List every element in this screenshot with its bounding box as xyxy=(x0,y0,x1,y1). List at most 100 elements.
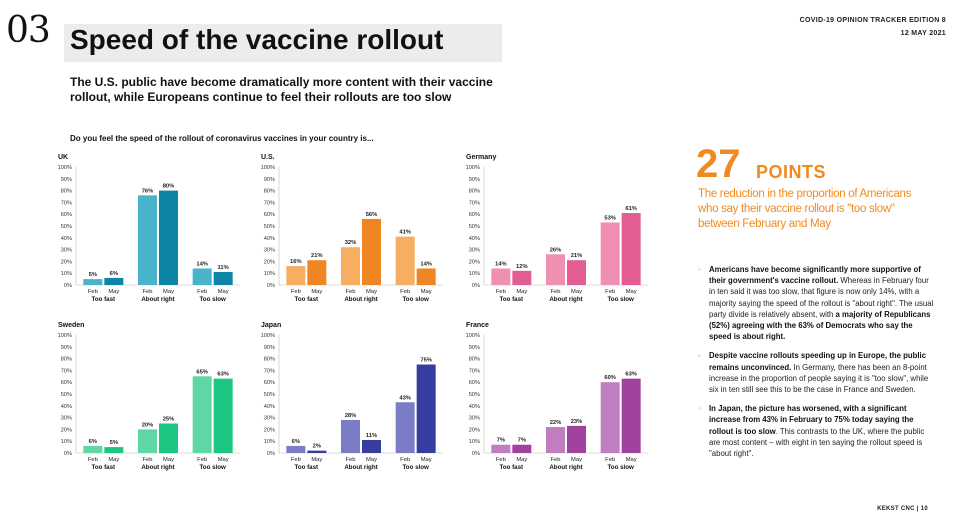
chart-svg: 0% 10% 20% 30% 40% 50% 60% 70% 80% 90% 100% 6% Feb 2%… xyxy=(261,333,443,471)
x-subtick-label: Feb xyxy=(400,289,410,295)
y-tick-label: 80% xyxy=(61,357,72,363)
bar xyxy=(491,444,511,453)
subtitle: The U.S. public have become dramatically… xyxy=(70,75,493,104)
y-tick-label: 30% xyxy=(264,416,275,422)
y-tick-label: 60% xyxy=(264,380,275,386)
data-label: 11% xyxy=(366,433,377,439)
y-tick-label: 30% xyxy=(469,248,480,254)
data-label: 14% xyxy=(420,261,432,267)
y-tick-label: 30% xyxy=(61,416,72,422)
data-label: 63% xyxy=(217,372,229,378)
y-tick-label: 90% xyxy=(469,177,480,183)
y-tick-label: 100% xyxy=(466,165,480,171)
x-subtick-label: May xyxy=(311,289,322,295)
finding-bold: In Japan, the picture has worsened, with… xyxy=(709,404,914,436)
page-number: 03 xyxy=(6,10,51,51)
x-subtick-label: Feb xyxy=(291,457,301,463)
x-subtick-label: May xyxy=(626,289,637,295)
data-label: 5% xyxy=(89,272,97,278)
y-tick-label: 100% xyxy=(261,333,275,339)
bar xyxy=(307,260,327,285)
x-subtick-label: May xyxy=(218,457,229,463)
bar xyxy=(192,376,212,453)
y-tick-label: 40% xyxy=(264,236,275,242)
y-tick-label: 100% xyxy=(58,165,72,171)
bar xyxy=(395,402,415,453)
bar xyxy=(286,445,306,453)
data-label: 43% xyxy=(399,395,411,401)
chart-svg: 0% 10% 20% 30% 40% 50% 60% 70% 80% 90% 100% 5% Feb 6%… xyxy=(58,165,240,303)
x-subtick-label: Feb xyxy=(88,457,98,463)
y-tick-label: 70% xyxy=(469,200,480,206)
data-label: 2% xyxy=(313,444,321,450)
highlight-unit: POINTS xyxy=(756,162,827,182)
data-label: 7% xyxy=(497,438,505,444)
y-tick-label: 10% xyxy=(469,271,480,277)
x-subtick-label: Feb xyxy=(496,457,506,463)
chart-title: Sweden xyxy=(58,322,85,329)
category-label: Too slow xyxy=(402,464,429,471)
y-tick-label: 30% xyxy=(469,416,480,422)
y-tick-label: 0% xyxy=(472,451,480,457)
bar xyxy=(213,378,233,453)
highlight-number: 27 xyxy=(696,142,741,186)
finding-text: Whereas in February four in ten said it … xyxy=(709,276,934,319)
category-label: About right xyxy=(549,296,582,303)
y-tick-label: 80% xyxy=(469,189,480,195)
y-tick-label: 50% xyxy=(264,224,275,230)
bar xyxy=(600,382,620,453)
data-label: 22% xyxy=(550,420,562,426)
y-tick-label: 50% xyxy=(264,392,275,398)
x-subtick-label: Feb xyxy=(197,457,207,463)
data-label: 23% xyxy=(571,419,583,425)
x-subtick-label: May xyxy=(626,457,637,463)
x-subtick-label: May xyxy=(571,457,582,463)
bar xyxy=(362,440,381,453)
chart-sweden: Sweden 0% 10% 20% 30% 40% 50% 60% 70% 80% 90% 100% 6… xyxy=(42,322,242,492)
x-subtick-label: May xyxy=(218,289,229,295)
bar xyxy=(621,378,641,453)
highlight-caption: The reduction in the proportion of Ameri… xyxy=(698,188,912,230)
finding-item: In Japan, the picture has worsened, with… xyxy=(698,403,934,459)
y-tick-label: 30% xyxy=(264,248,275,254)
y-tick-label: 40% xyxy=(469,404,480,410)
data-label: 14% xyxy=(196,261,208,267)
chart-title: France xyxy=(466,322,489,329)
bar xyxy=(192,268,212,285)
bar xyxy=(159,423,178,453)
x-subtick-label: Feb xyxy=(346,289,356,295)
x-subtick-label: Feb xyxy=(346,457,356,463)
y-tick-label: 40% xyxy=(61,236,72,242)
chart-svg: 0% 10% 20% 30% 40% 50% 60% 70% 80% 90% 100% 6% Feb 5%… xyxy=(58,333,240,471)
bar xyxy=(600,222,620,285)
data-label: 7% xyxy=(518,438,526,444)
data-label: 21% xyxy=(311,253,323,259)
y-tick-label: 90% xyxy=(469,345,480,351)
bar xyxy=(512,270,532,285)
category-label: Too fast xyxy=(500,296,524,303)
category-label: About right xyxy=(344,296,377,303)
finding-item: Despite vaccine rollouts speeding up in … xyxy=(698,350,934,395)
x-subtick-label: Feb xyxy=(197,289,207,295)
y-tick-label: 10% xyxy=(61,271,72,277)
chart-title: U.S. xyxy=(261,154,275,161)
y-tick-label: 70% xyxy=(469,368,480,374)
y-tick-label: 80% xyxy=(264,357,275,363)
y-tick-label: 50% xyxy=(61,224,72,230)
y-tick-label: 10% xyxy=(61,439,72,445)
y-tick-label: 20% xyxy=(264,427,275,433)
finding-text: . This contrasts to the UK, where the pu… xyxy=(709,426,925,459)
y-tick-label: 50% xyxy=(61,392,72,398)
y-tick-label: 60% xyxy=(469,380,480,386)
y-tick-label: 0% xyxy=(267,451,275,457)
x-subtick-label: May xyxy=(516,289,527,295)
x-subtick-label: Feb xyxy=(88,289,98,295)
bar xyxy=(341,247,360,285)
category-label: Too fast xyxy=(92,464,116,471)
bar xyxy=(104,277,124,285)
page-title: Speed of the vaccine rollout xyxy=(70,24,444,55)
y-tick-label: 20% xyxy=(61,427,72,433)
category-label: Too slow xyxy=(402,296,429,303)
y-tick-label: 0% xyxy=(267,283,275,289)
category-label: About right xyxy=(344,464,377,471)
